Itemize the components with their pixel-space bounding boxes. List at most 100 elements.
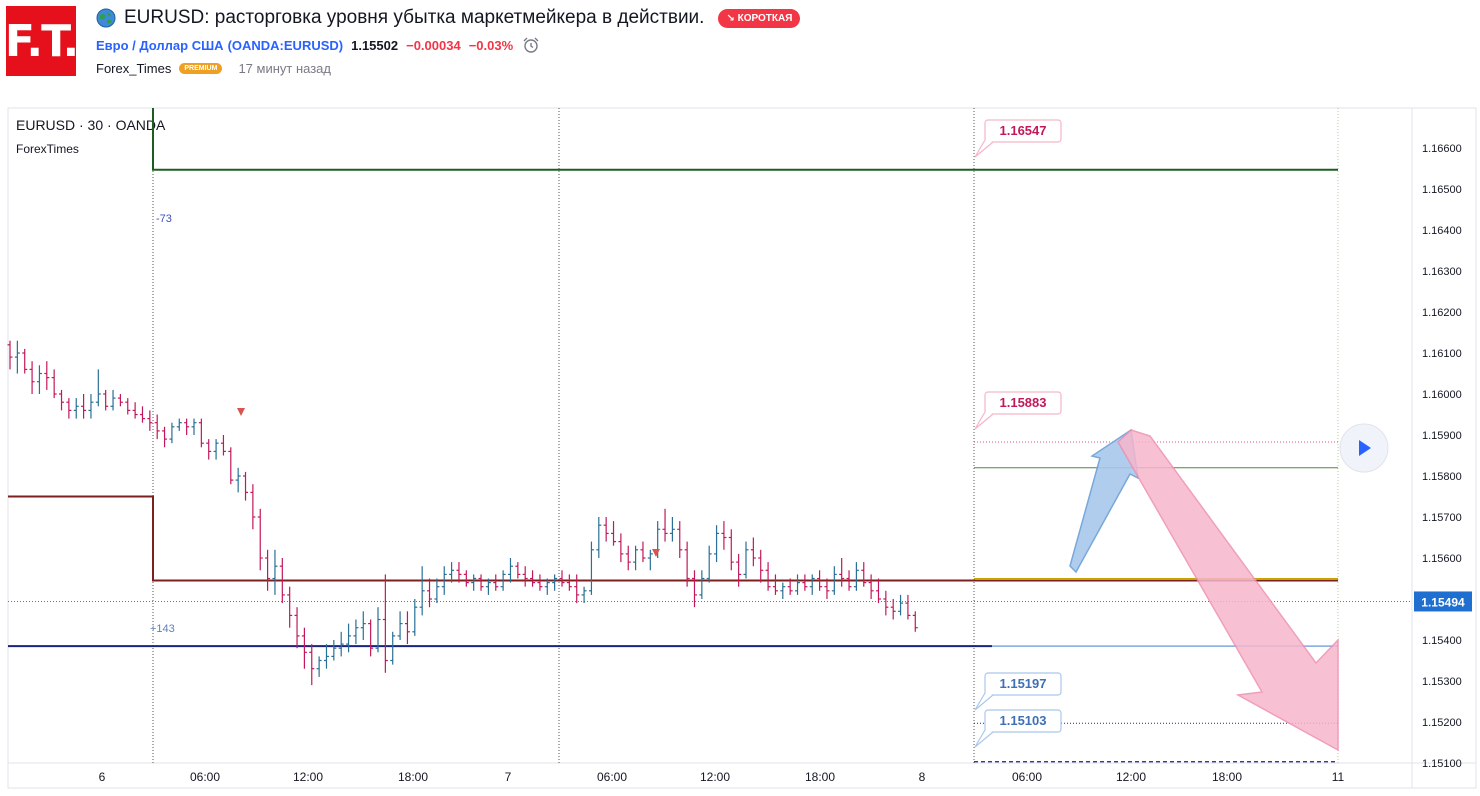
price-bar bbox=[257, 508, 263, 571]
level-line-green-top bbox=[152, 108, 1338, 171]
price-bar bbox=[662, 508, 668, 542]
price-bar bbox=[294, 607, 300, 649]
quote-change-pct: −0.03% bbox=[468, 37, 514, 53]
price-bar bbox=[596, 517, 602, 558]
price-bar bbox=[861, 562, 867, 587]
price-bar bbox=[154, 414, 160, 440]
price-bar bbox=[95, 369, 101, 407]
price-bar bbox=[574, 574, 580, 604]
x-tick-label: 7 bbox=[505, 770, 512, 784]
price-bar bbox=[390, 631, 396, 665]
callout-box bbox=[984, 709, 1062, 733]
price-bar bbox=[588, 541, 594, 595]
alarm-clock-icon[interactable] bbox=[521, 35, 541, 55]
price-bar bbox=[691, 570, 697, 608]
callout-box bbox=[984, 672, 1062, 696]
x-tick-label: 18:00 bbox=[1212, 770, 1242, 784]
price-bar bbox=[581, 586, 587, 604]
callout-tail bbox=[974, 692, 994, 711]
symbol-link[interactable]: Евро / Доллар США bbox=[96, 37, 224, 53]
y-tick-label: 1.16500 bbox=[1422, 184, 1462, 196]
play-icon bbox=[1359, 440, 1371, 456]
title-row: EURUSD: расторговка уровня убытка маркет… bbox=[96, 6, 801, 30]
price-bar bbox=[434, 578, 440, 604]
price-bar bbox=[29, 361, 35, 394]
price-bar bbox=[22, 348, 28, 374]
y-tick-label: 1.15100 bbox=[1422, 758, 1462, 770]
y-tick-label: 1.16300 bbox=[1422, 266, 1462, 278]
x-tick-label: 8 bbox=[919, 770, 926, 784]
price-bar bbox=[765, 562, 771, 591]
x-tick-label: 12:00 bbox=[700, 770, 730, 784]
price-bar bbox=[611, 521, 617, 546]
y-tick-label: 1.15600 bbox=[1422, 553, 1462, 565]
last-price-badge bbox=[1414, 591, 1472, 612]
y-tick-label: 1.16000 bbox=[1422, 389, 1462, 401]
price-bar bbox=[787, 578, 793, 595]
x-tick-label: 12:00 bbox=[1116, 770, 1146, 784]
price-bar bbox=[51, 369, 57, 399]
price-bar bbox=[250, 484, 256, 530]
callout-label: 1.15103 bbox=[1000, 713, 1047, 728]
globe-icon bbox=[96, 8, 116, 28]
published-time: 17 минут назад bbox=[238, 60, 331, 76]
chart-symbol-legend: EURUSD · 30 · OANDA bbox=[16, 117, 166, 133]
quote-change: −0.00034 bbox=[406, 37, 461, 53]
price-bar bbox=[898, 594, 904, 616]
price-bar bbox=[59, 389, 65, 411]
callout-box bbox=[984, 391, 1062, 415]
price-bar bbox=[868, 574, 874, 599]
play-button[interactable] bbox=[1339, 423, 1389, 473]
price-bar bbox=[220, 435, 226, 456]
chart-frame bbox=[7, 107, 1477, 789]
x-tick-label: 18:00 bbox=[398, 770, 428, 784]
price-bar bbox=[728, 529, 734, 571]
callout-tail bbox=[974, 729, 994, 748]
price-bar bbox=[117, 394, 123, 407]
price-bar bbox=[714, 525, 720, 563]
price-bar bbox=[103, 389, 109, 411]
price-bar bbox=[603, 517, 609, 542]
price-bar bbox=[463, 570, 469, 587]
callout-tail bbox=[974, 139, 994, 158]
price-bar bbox=[809, 574, 815, 595]
price-bar bbox=[309, 644, 315, 686]
price-bar bbox=[905, 594, 911, 620]
price-bar bbox=[890, 599, 896, 620]
price-bar bbox=[110, 389, 116, 411]
price-bar bbox=[721, 521, 727, 550]
price-bar bbox=[633, 545, 639, 571]
y-tick-label: 1.16400 bbox=[1422, 225, 1462, 237]
price-bar bbox=[912, 611, 918, 632]
price-bar bbox=[441, 566, 447, 595]
price-bar bbox=[382, 574, 388, 673]
price-bar bbox=[839, 558, 845, 587]
logo[interactable]: F.T. bbox=[5, 6, 79, 76]
annotation-minus73: -73 bbox=[156, 213, 172, 225]
price-bar bbox=[758, 549, 764, 583]
price-bar bbox=[419, 566, 425, 616]
price-bar bbox=[750, 537, 756, 567]
quote-price: 1.15502 bbox=[351, 37, 399, 53]
price-bar bbox=[243, 471, 249, 501]
level-callout: 1.15197 bbox=[974, 672, 1062, 711]
y-tick-label: 1.16100 bbox=[1422, 348, 1462, 360]
quote-row: Евро / Доллар США (OANDA:EURUSD) 1.15502… bbox=[96, 35, 541, 55]
price-bar bbox=[301, 627, 307, 669]
price-bar bbox=[66, 398, 72, 419]
price-bar bbox=[412, 599, 418, 636]
price-bar bbox=[743, 541, 749, 579]
price-bar bbox=[522, 566, 528, 587]
price-bar bbox=[265, 549, 271, 591]
y-tick-label: 1.16600 bbox=[1422, 143, 1462, 155]
author-name[interactable]: Forex_Times bbox=[96, 60, 172, 76]
price-bar bbox=[817, 570, 823, 591]
price-bar bbox=[831, 566, 837, 595]
price-bar bbox=[795, 574, 801, 595]
symbol-code[interactable]: (OANDA:EURUSD) bbox=[227, 37, 344, 53]
price-bar bbox=[449, 562, 455, 583]
y-tick-label: 1.15300 bbox=[1422, 676, 1462, 688]
x-tick-label: 06:00 bbox=[190, 770, 220, 784]
price-bar bbox=[191, 418, 197, 435]
